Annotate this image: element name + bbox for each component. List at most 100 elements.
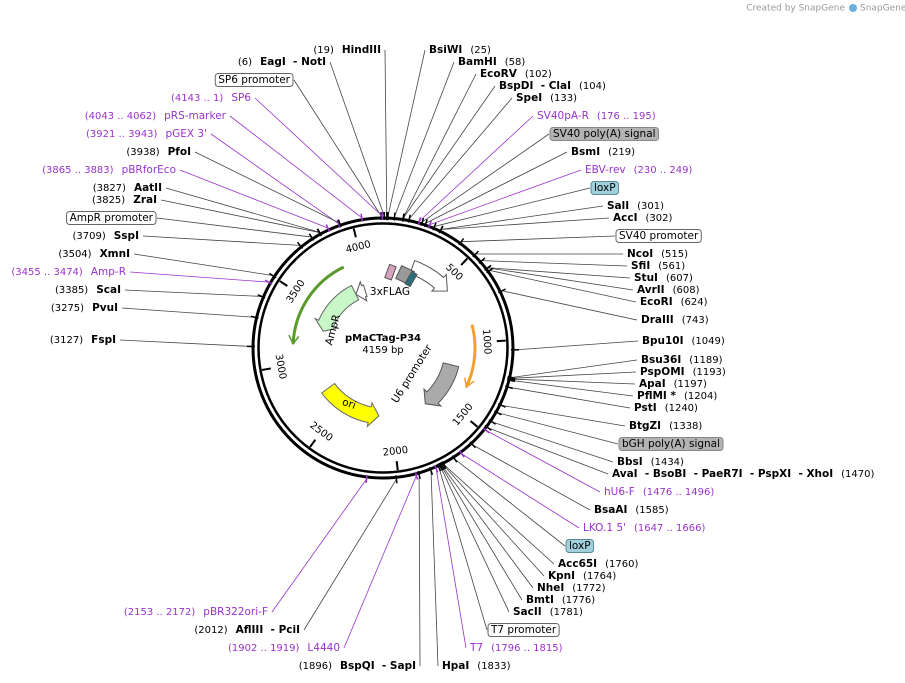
label-location: (2012)	[194, 625, 227, 636]
label-location: (133)	[550, 93, 577, 104]
leader-line	[472, 444, 591, 511]
leader-line	[422, 133, 550, 223]
label-location: (1240)	[665, 403, 698, 414]
tick-label: 2500	[307, 420, 334, 444]
tick-mark	[352, 228, 357, 238]
label-name: ApaI	[639, 378, 666, 390]
label-name: AccI	[613, 212, 637, 224]
label-location: (1189)	[689, 355, 722, 366]
ampr-arrow	[313, 284, 360, 332]
label-location: (1796 .. 1815)	[491, 643, 563, 654]
site-mark	[438, 225, 444, 234]
plasmid-size: 4159 bp	[362, 345, 403, 356]
site-mark	[420, 217, 425, 227]
site-mark	[497, 403, 506, 408]
label-location: (58)	[505, 57, 526, 68]
leader-line	[434, 187, 591, 227]
label-location: (1049)	[692, 336, 725, 347]
label-name: EagI - NotI	[260, 56, 326, 68]
label-location: (176 .. 195)	[597, 111, 656, 122]
leader-line	[133, 253, 273, 276]
snapgene-logo: SnapGene	[849, 4, 905, 14]
label-name: hU6-F	[604, 486, 635, 498]
leader-line	[303, 479, 397, 631]
leader-line	[438, 467, 488, 631]
tick-mark	[279, 280, 288, 287]
site-mark	[257, 294, 266, 299]
leader-line	[487, 427, 609, 475]
label-name: L4440	[307, 642, 340, 654]
leader-line	[179, 169, 329, 229]
label-location: (1781)	[550, 607, 583, 618]
label-name: HpaI	[442, 660, 469, 672]
label-location: (3127)	[50, 335, 83, 346]
leader-line	[418, 474, 421, 667]
site-mark	[438, 462, 443, 471]
label-location: (302)	[645, 213, 672, 224]
label-location: (1833)	[477, 661, 510, 672]
label-name: StuI	[634, 272, 658, 284]
tick-label: 2000	[382, 445, 409, 459]
leader-line	[429, 169, 582, 225]
tick-mark	[261, 367, 272, 372]
site-mark	[488, 419, 497, 425]
label-location: (25)	[470, 45, 491, 56]
label-location: (3825)	[92, 195, 125, 206]
label-name: SV40 promoter	[619, 230, 699, 242]
leader-line	[293, 79, 382, 217]
site-mark	[428, 466, 434, 475]
feature-box	[590, 181, 620, 195]
label-location: (561)	[658, 261, 685, 272]
label-name: SP6	[231, 92, 251, 104]
site-mark	[417, 217, 422, 226]
label-name: EBV-rev	[585, 164, 626, 176]
backbone-outer	[251, 216, 515, 480]
leader-line	[387, 49, 426, 217]
leader-line	[119, 339, 252, 347]
leader-line	[514, 340, 639, 351]
leader-line	[492, 421, 614, 463]
u6-arrow	[423, 362, 460, 407]
feature-label: ori	[341, 396, 358, 412]
site-mark	[478, 257, 486, 264]
site-mark	[433, 464, 439, 473]
label-location: (1193)	[693, 367, 726, 378]
label-location: (19)	[313, 45, 334, 56]
label-name: EcoRV	[480, 68, 518, 80]
label-name: Bpu10I	[642, 335, 684, 347]
leader-line	[443, 465, 545, 577]
label-name: BsiWI	[429, 44, 462, 56]
label-location: (743)	[682, 315, 709, 326]
label-location: (1764)	[583, 571, 616, 582]
label-name: AvaI - BsoBI - PaeR7I - PspXI - XhoI	[612, 468, 833, 480]
label-name: SV40pA-R	[537, 110, 589, 122]
label-name: SacII	[513, 606, 542, 618]
site-mark	[417, 470, 421, 480]
site-mark	[484, 424, 492, 431]
site-mark	[432, 222, 437, 231]
leader-line	[487, 267, 634, 291]
label-location: (104)	[579, 81, 606, 92]
leader-line	[441, 466, 523, 601]
feature-box	[565, 539, 595, 553]
label-name: T7 promoter	[490, 624, 557, 636]
tick-label: 3500	[285, 278, 308, 305]
leader-line	[510, 380, 634, 397]
label-name: Acc65I	[558, 558, 597, 570]
feature-label: 3xFLAG	[370, 286, 410, 298]
leader-line	[511, 378, 636, 385]
site-mark	[439, 462, 445, 470]
leader-line	[419, 115, 534, 222]
leader-line	[497, 412, 619, 445]
label-location: (1902 .. 1919)	[228, 643, 300, 654]
label-location: (1204)	[684, 391, 717, 402]
label-location: (1470)	[841, 469, 874, 480]
label-name: BspQI - SapI	[340, 660, 416, 672]
label-name: SalI	[607, 200, 629, 212]
leader-line	[454, 458, 566, 547]
label-name: NcoI	[627, 248, 653, 260]
leader-line	[481, 260, 628, 267]
label-location: (230 .. 249)	[634, 165, 693, 176]
feature-box	[618, 437, 724, 451]
